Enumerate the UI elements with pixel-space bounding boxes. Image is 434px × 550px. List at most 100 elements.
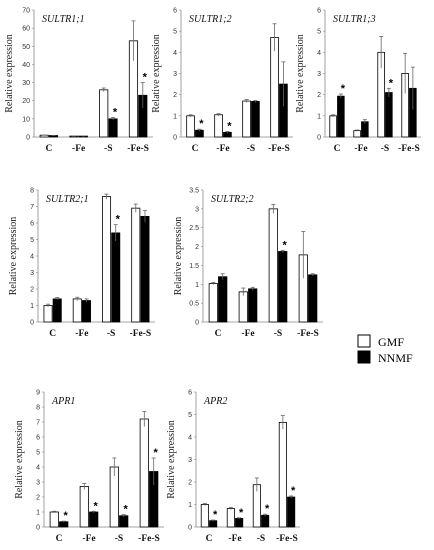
y-axis-label: Relative expression <box>295 34 306 113</box>
significance-marker: * <box>64 510 69 522</box>
y-axis-label: Relative expression <box>173 217 184 296</box>
y-tick-label: 0 <box>195 320 199 327</box>
chart-title: SULTR2;2 <box>211 194 254 205</box>
bar-nnmf-fe <box>89 511 99 528</box>
significance-marker: * <box>213 509 218 521</box>
category-label: -S <box>247 144 255 154</box>
bar-nnmf-fe-s <box>287 496 296 528</box>
chart-sultr2-1: 0 1 2 3 4 5 6 7 8 Relative expression SULTR2;1 C -Fe… <box>8 188 155 339</box>
category-label: C <box>45 144 52 154</box>
y-tick-label: 4 <box>317 50 321 57</box>
bar-gmf-s <box>102 196 112 323</box>
y-tick-label: 3 <box>36 480 40 487</box>
y-tick-label: 0 <box>317 135 321 142</box>
bar-gmf-c <box>208 283 218 323</box>
significance-marker: * <box>239 507 244 519</box>
chart-title: SULTR1;2 <box>189 14 232 25</box>
bar-nnmf-s <box>261 514 270 528</box>
y-tick-label: 1 <box>195 282 199 289</box>
y-tick-label: 70 <box>22 8 30 15</box>
category-label: -Fe <box>75 329 88 339</box>
y-tick-label: 4 <box>188 435 192 442</box>
category-label: -Fe <box>216 144 229 154</box>
bar-nnmf-s <box>278 251 288 323</box>
y-tick-label: 60 <box>22 26 30 33</box>
category-label: C <box>56 534 63 544</box>
bar-nnmf-c <box>52 298 62 323</box>
category-label: -Fe-S <box>130 329 152 339</box>
chart-title: APR2 <box>203 396 227 407</box>
y-tick-label: 5 <box>36 450 40 457</box>
legend: GMF NNMF <box>357 334 413 365</box>
legend-swatch-gmf <box>357 334 371 348</box>
y-tick-label: 5 <box>173 29 177 36</box>
chart-title: SULTR1;3 <box>333 14 376 25</box>
y-tick-label: 0 <box>188 525 192 532</box>
significance-marker: * <box>283 239 288 251</box>
significance-marker: * <box>341 83 346 95</box>
y-tick-label: 1 <box>36 510 40 517</box>
y-tick-label: 1 <box>317 113 321 120</box>
y-tick-label: 5 <box>30 237 34 244</box>
significance-marker: * <box>154 447 159 459</box>
y-tick-label: 1 <box>188 502 192 509</box>
y-tick-label: 1 <box>173 113 177 120</box>
y-tick-label: 3 <box>188 457 192 464</box>
legend-label-gmf: GMF <box>378 335 404 349</box>
chart-sultr2-2: 0 0.5 1 1.5 2 2.5 3 3.5 Relative expression SULTR… <box>173 188 323 339</box>
significance-marker: * <box>265 503 270 515</box>
category-label: -S <box>274 329 282 339</box>
bar-nnmf-fe <box>248 288 258 323</box>
y-tick-label: 0 <box>30 320 34 327</box>
category-label: C <box>334 144 341 154</box>
y-axis-label: Relative expression <box>151 34 162 113</box>
y-tick-label: 6 <box>317 8 321 15</box>
category-label: -Fe-S <box>297 329 319 339</box>
y-tick-label: 5 <box>317 29 321 36</box>
y-tick-label: 1.5 <box>189 263 199 270</box>
category-label: C <box>49 329 56 339</box>
significance-marker: * <box>124 504 129 516</box>
bar-nnmf-fe-s <box>140 215 150 323</box>
y-tick-label: 2 <box>30 287 34 294</box>
bar-nnmf-c <box>337 95 345 138</box>
significance-marker: * <box>389 77 394 89</box>
category-label: -Fe-S <box>276 534 298 544</box>
bar-gmf-s <box>99 89 109 138</box>
bar-nnmf-fe <box>235 518 244 528</box>
bar-gmf-c <box>329 115 337 138</box>
y-axis-label: Relative expression <box>8 217 19 296</box>
y-tick-label: 5 <box>188 412 192 419</box>
chart-title: APR1 <box>51 396 75 407</box>
y-tick-label: 0 <box>36 525 40 532</box>
y-tick-label: 10 <box>22 116 30 123</box>
y-tick-label: 3 <box>195 206 199 213</box>
y-tick-label: 2 <box>195 244 199 251</box>
significance-marker: * <box>94 500 99 512</box>
bar-gmf-s <box>242 100 251 138</box>
y-axis-label: Relative expression <box>166 420 177 499</box>
bar-gmf-c <box>43 305 53 323</box>
y-tick-label: 7 <box>30 204 34 211</box>
bar-nnmf-c <box>218 276 228 323</box>
category-label: -Fe-S <box>138 534 160 544</box>
bar-nnmf-s <box>385 92 393 138</box>
bar-gmf-fe <box>79 486 89 528</box>
y-tick-label: 3 <box>173 71 177 78</box>
bar-nnmf-s <box>108 118 118 138</box>
y-tick-label: 2 <box>173 92 177 99</box>
y-tick-label: 2 <box>36 495 40 502</box>
bar-gmf-fe <box>238 291 248 323</box>
chart-title: SULTR2;1 <box>46 194 89 205</box>
category-label: C <box>192 144 199 154</box>
y-tick-label: 40 <box>22 62 30 69</box>
bar-nnmf-s <box>119 515 129 528</box>
bar-gmf-c <box>39 134 49 138</box>
category-label: -S <box>115 534 123 544</box>
category-label: -Fe <box>241 329 254 339</box>
